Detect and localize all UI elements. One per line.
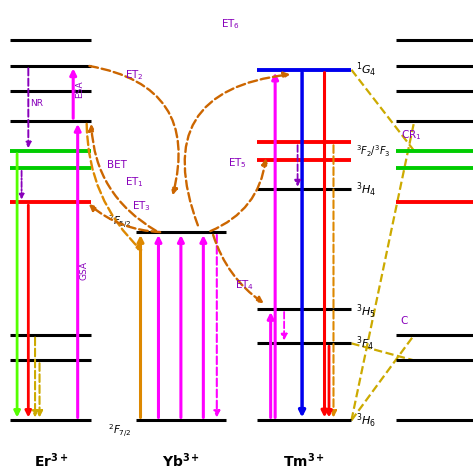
Text: ET$_5$: ET$_5$ — [228, 156, 247, 170]
Text: $^2F_{5/2}$: $^2F_{5/2}$ — [108, 213, 132, 230]
Text: CR$_1$: CR$_1$ — [401, 128, 421, 142]
Text: ET$_6$: ET$_6$ — [221, 17, 240, 31]
Text: $^2F_{7/2}$: $^2F_{7/2}$ — [108, 422, 132, 439]
Text: $\mathbf{Tm^{3+}}$: $\mathbf{Tm^{3+}}$ — [283, 452, 325, 470]
Text: ET$_2$: ET$_2$ — [125, 68, 144, 82]
Text: $\mathbf{Er^{3+}}$: $\mathbf{Er^{3+}}$ — [34, 452, 68, 470]
Text: $^3F_2/^3F_3$: $^3F_2/^3F_3$ — [356, 143, 390, 159]
Text: $^3H_5$: $^3H_5$ — [356, 302, 376, 320]
Text: $^1G_4$: $^1G_4$ — [356, 61, 376, 79]
Text: ET$_3$: ET$_3$ — [132, 199, 151, 212]
Text: ET$_1$: ET$_1$ — [125, 175, 144, 189]
Text: $^3F_4$: $^3F_4$ — [356, 334, 374, 353]
Text: GSA: GSA — [80, 261, 89, 280]
Text: $\mathbf{Yb^{3+}}$: $\mathbf{Yb^{3+}}$ — [162, 452, 200, 470]
Text: ET$_4$: ET$_4$ — [235, 278, 254, 292]
Text: C: C — [401, 316, 408, 326]
Text: NR: NR — [30, 100, 44, 109]
Text: $^3H_4$: $^3H_4$ — [356, 180, 376, 199]
Text: BET: BET — [107, 160, 127, 170]
Text: $^3H_6$: $^3H_6$ — [356, 411, 376, 429]
Text: ESA: ESA — [75, 80, 84, 98]
